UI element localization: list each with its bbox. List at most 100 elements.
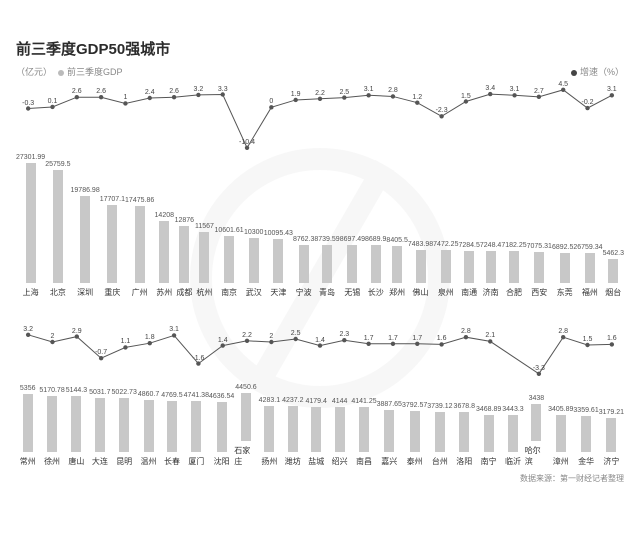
growth-label: 1.8 xyxy=(145,334,155,341)
growth-label: 2.8 xyxy=(388,87,398,94)
gdp-bar xyxy=(441,250,451,283)
growth-label: 3.2 xyxy=(194,86,204,93)
gdp-bar xyxy=(217,402,227,452)
bar-value-label: 3739.12 xyxy=(427,403,452,410)
gdp-bar xyxy=(119,398,129,452)
legend: （亿元）前三季度GDP 增速（%） xyxy=(16,65,624,78)
bar-slot: 4237.2潍坊 xyxy=(281,397,304,467)
category-label: 天津 xyxy=(270,287,286,298)
gdp-bar xyxy=(107,205,117,283)
bar-value-label: 8739.59 xyxy=(314,236,339,243)
growth-label: -3.3 xyxy=(533,365,545,372)
growth-label: -10.4 xyxy=(239,139,255,146)
bar-value-label: 3678.8 xyxy=(454,403,475,410)
gdp-bar xyxy=(288,406,298,452)
growth-label: 1.7 xyxy=(364,335,374,342)
bar-slot: 6759.34福州 xyxy=(577,244,602,298)
bar-value-label: 3443.3 xyxy=(502,406,523,413)
category-label: 青岛 xyxy=(319,287,335,298)
gdp-bar xyxy=(392,246,402,283)
bar-slot: 4144绍兴 xyxy=(328,398,351,467)
legend-left: （亿元）前三季度GDP xyxy=(16,65,123,78)
gdp-bar xyxy=(26,163,36,283)
gdp-bar xyxy=(585,253,595,283)
category-label: 济南 xyxy=(483,287,499,298)
bar-value-label: 4144 xyxy=(332,398,348,405)
category-label: 无锡 xyxy=(344,287,360,298)
gdp-bar xyxy=(322,245,332,283)
category-label: 烟台 xyxy=(605,287,621,298)
gdp-bar xyxy=(224,236,234,283)
growth-label: 1.5 xyxy=(583,336,593,343)
bar-slot: 5031.7 大连 xyxy=(88,389,111,467)
bar-row-top: 27301.99上海25759.5北京19786.98深圳17707.1重庆17… xyxy=(16,154,624,298)
bar-value-label: 3359.61 xyxy=(573,407,598,414)
category-label: 南宁 xyxy=(481,456,497,467)
category-label: 长沙 xyxy=(368,287,384,298)
gdp-bar xyxy=(410,411,420,452)
growth-line-top: -0.30.12.62.612.42.63.23.3-10.401.92.22.… xyxy=(16,84,624,154)
category-label: 郑州 xyxy=(389,287,405,298)
category-label: 上海 xyxy=(23,287,39,298)
category-label: 石家庄 xyxy=(234,445,257,467)
bar-slot: 17475.86广州 xyxy=(125,197,154,298)
growth-label: 4.5 xyxy=(558,81,568,88)
bar-slot: 5170.78徐州 xyxy=(39,387,64,467)
gdp-bar xyxy=(335,407,345,452)
category-label: 西安 xyxy=(531,287,547,298)
bar-value-label: 7284.5 xyxy=(458,242,479,249)
growth-label: 2.2 xyxy=(315,90,325,97)
bar-slot: 3678.8 洛阳 xyxy=(453,403,476,467)
bar-value-label: 5031.7 xyxy=(89,389,110,396)
growth-label: 0 xyxy=(269,98,273,105)
growth-label: 1 xyxy=(123,94,127,101)
bar-value-label: 3887.65 xyxy=(377,401,402,408)
gdp-bar xyxy=(167,401,177,453)
bar-value-label: 5170.78 xyxy=(39,387,64,394)
category-label: 台州 xyxy=(432,456,448,467)
gdp-bar xyxy=(606,418,616,452)
category-label: 潍坊 xyxy=(285,456,301,467)
bar-value-label: 3792.57 xyxy=(402,402,427,409)
bar-legend-label: 前三季度GDP xyxy=(67,67,123,77)
bar-value-label: 11567 xyxy=(195,223,214,230)
chart-top: -0.30.12.62.612.42.63.23.3-10.401.92.22.… xyxy=(16,84,624,298)
growth-label: 2.4 xyxy=(145,89,155,96)
bar-value-label: 5144.3 xyxy=(66,387,87,394)
growth-label: 3.1 xyxy=(364,86,374,93)
category-label: 东莞 xyxy=(557,287,573,298)
category-label: 哈尔滨 xyxy=(525,445,548,467)
bar-slot: 3443.3临沂 xyxy=(501,406,524,467)
category-label: 北京 xyxy=(50,287,66,298)
category-label: 昆明 xyxy=(116,456,132,467)
gdp-bar xyxy=(608,259,618,283)
growth-label: -0.2 xyxy=(581,99,593,106)
growth-label: 1.2 xyxy=(412,94,422,101)
bar-legend-dot xyxy=(58,70,64,76)
bar-slot: 3739.12 台州 xyxy=(427,403,452,467)
gdp-bar xyxy=(311,407,321,452)
bar-slot: 4860.7温州 xyxy=(137,391,160,468)
growth-label: 3.1 xyxy=(510,86,520,93)
gdp-bar xyxy=(384,410,394,452)
gdp-bar xyxy=(435,412,445,452)
category-label: 长春 xyxy=(164,456,180,467)
gdp-bar xyxy=(459,412,469,452)
growth-label: 2.2 xyxy=(242,332,252,339)
bar-slot: 5462.3烟台 xyxy=(603,250,624,298)
category-label: 洛阳 xyxy=(456,456,472,467)
category-label: 大连 xyxy=(92,456,108,467)
bar-slot: 11567杭州 xyxy=(194,223,214,298)
bar-slot: 3887.65嘉兴 xyxy=(377,401,402,467)
gdp-bar xyxy=(80,196,90,283)
category-label: 南通 xyxy=(461,287,477,298)
gdp-bar xyxy=(23,394,33,452)
growth-label: 2.8 xyxy=(558,328,568,335)
growth-label: 2.3 xyxy=(339,331,349,338)
bar-value-label: 8405.5 xyxy=(386,237,407,244)
gdp-bar xyxy=(508,415,518,452)
growth-label: 3.1 xyxy=(169,326,179,333)
bar-slot: 8689.9长沙 xyxy=(365,236,386,298)
growth-label: 2.5 xyxy=(339,89,349,96)
bar-slot: 12876成都 xyxy=(174,217,194,298)
